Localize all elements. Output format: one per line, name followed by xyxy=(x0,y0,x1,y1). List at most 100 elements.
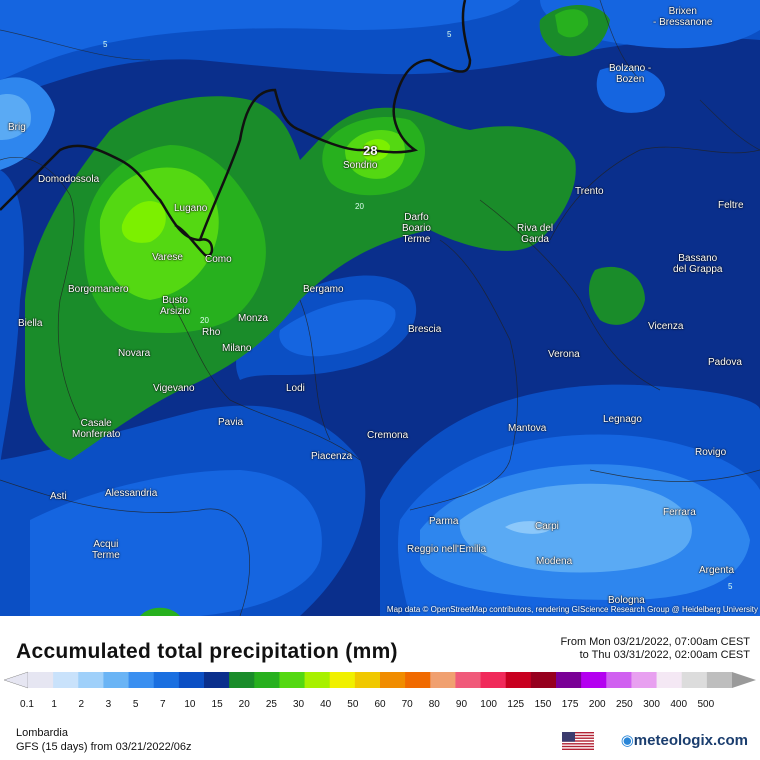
city-label-bergamo: Bergamo xyxy=(303,284,344,295)
city-label-varese: Varese xyxy=(152,252,183,263)
scale-swatch xyxy=(329,672,356,688)
city-label-alessandria: Alessandria xyxy=(105,488,158,499)
scale-swatch xyxy=(480,672,507,688)
scale-swatch xyxy=(53,672,79,688)
scale-tick-label: 175 xyxy=(561,699,579,710)
scale-swatch xyxy=(581,672,607,688)
city-label-vigevano: Vigevano xyxy=(153,383,195,394)
scale-swatch xyxy=(530,672,557,688)
city-label-brixen: Brixen - Bressanone xyxy=(653,6,713,28)
scale-swatch xyxy=(78,672,104,688)
scale-tick-label: 0.1 xyxy=(20,699,34,710)
city-label-feltre: Feltre xyxy=(718,200,744,211)
city-label-vicenza: Vicenza xyxy=(648,321,684,332)
scale-swatch xyxy=(204,672,230,688)
city-label-milano: Milano xyxy=(222,343,252,354)
city-label-cremona: Cremona xyxy=(367,430,409,441)
city-label-acqui-terme: Acqui Terme xyxy=(92,539,120,561)
map-canvas xyxy=(0,0,760,616)
city-label-rho: Rho xyxy=(202,327,221,338)
scale-right-arrow xyxy=(732,672,756,688)
precipitation-map[interactable]: Brig Domodossola Lugano Varese Como Borg… xyxy=(0,0,760,616)
city-label-parma: Parma xyxy=(429,516,459,527)
scale-tick-label: 10 xyxy=(184,699,196,710)
city-label-biella: Biella xyxy=(18,318,43,329)
scale-tick-label: 70 xyxy=(401,699,413,710)
city-label-sondrio: Sondrio xyxy=(343,160,378,171)
city-label-carpi: Carpi xyxy=(535,521,559,532)
scale-tick-label: 250 xyxy=(616,699,633,710)
scale-swatch xyxy=(606,672,632,688)
us-flag-icon[interactable] xyxy=(562,732,594,750)
contour-label: 20 xyxy=(200,316,209,325)
city-label-piacenza: Piacenza xyxy=(311,451,353,462)
city-label-rovigo: Rovigo xyxy=(695,447,727,458)
city-label-mantova: Mantova xyxy=(508,423,547,434)
scale-swatch xyxy=(706,672,733,688)
city-label-legnago: Legnago xyxy=(603,414,642,425)
scale-tick-label: 3 xyxy=(105,699,112,710)
scale-tick-label: 60 xyxy=(374,699,386,710)
brand-logo[interactable]: ◉meteologix.com xyxy=(621,731,748,749)
contour-label: 20 xyxy=(355,202,364,211)
city-label-pavia: Pavia xyxy=(218,417,244,428)
legend-title: Accumulated total precipitation (mm) xyxy=(16,640,398,663)
scale-swatch xyxy=(556,672,582,688)
color-scale xyxy=(3,671,756,689)
legend-period: From Mon 03/21/2022, 07:00am CEST to Thu… xyxy=(560,636,750,662)
scale-swatch xyxy=(505,672,532,688)
city-label-asti: Asti xyxy=(50,491,67,502)
scale-tick-label: 7 xyxy=(159,699,166,710)
scale-swatch xyxy=(254,672,280,688)
scale-tick-label: 80 xyxy=(428,699,440,710)
scale-swatch xyxy=(631,672,658,688)
map-attribution: Map data © OpenStreetMap contributors, r… xyxy=(386,605,758,614)
city-label-brig: Brig xyxy=(8,122,26,133)
scale-tick-label: 500 xyxy=(697,699,715,710)
city-label-argenta: Argenta xyxy=(699,565,735,576)
scale-swatch xyxy=(380,672,406,688)
scale-tick-label: 2 xyxy=(78,699,85,710)
scale-tick-label: 150 xyxy=(534,699,552,710)
city-label-borgomanero: Borgomanero xyxy=(68,284,129,295)
scale-tick-label: 200 xyxy=(588,699,606,710)
city-label-bassano-del-grappa: Bassano del Grappa xyxy=(673,253,723,275)
scale-tick-label: 1 xyxy=(51,699,57,710)
city-label-trento: Trento xyxy=(575,186,604,197)
scale-tick-label: 300 xyxy=(643,699,660,710)
city-label-verona: Verona xyxy=(548,349,580,360)
city-label-brescia: Brescia xyxy=(408,324,442,335)
period-from: From Mon 03/21/2022, 07:00am CEST xyxy=(560,636,750,648)
scale-tick-label: 50 xyxy=(347,699,359,710)
scale-swatch xyxy=(28,672,54,688)
scale-tick-label: 30 xyxy=(292,699,305,710)
scale-tick-label: 20 xyxy=(238,699,250,710)
scale-swatch xyxy=(128,672,155,688)
scale-tick-label: 100 xyxy=(480,699,497,710)
scale-tick-label: 25 xyxy=(265,699,277,710)
city-label-ferrara: Ferrara xyxy=(663,507,696,518)
city-label-bolzano: Bolzano - Bozen xyxy=(609,63,652,85)
city-label-bologna: Bologna xyxy=(608,595,645,606)
city-label-domodossola: Domodossola xyxy=(38,174,100,185)
scale-swatch xyxy=(178,672,205,688)
model-info: GFS (15 days) from 03/21/2022/06z xyxy=(16,741,192,753)
city-label-novara: Novara xyxy=(118,348,151,359)
contour-label: 5 xyxy=(728,582,733,591)
scale-tick-label: 15 xyxy=(211,699,223,710)
city-label-busto-arsizio: Busto Arsizio xyxy=(160,295,191,317)
city-label-darfo-boario-terme: Darfo Boario Terme xyxy=(402,212,431,245)
scale-swatch xyxy=(681,672,708,688)
city-label-monza: Monza xyxy=(238,313,269,324)
city-label-casale-monferrato: Casale Monferrato xyxy=(72,418,121,440)
contour-label: 5 xyxy=(103,40,108,49)
period-to: to Thu 03/31/2022, 02:00am CEST xyxy=(579,649,750,661)
region-name: Lombardia xyxy=(16,727,68,739)
city-label-lodi: Lodi xyxy=(286,383,305,394)
brand-name: meteologix.com xyxy=(633,732,748,749)
scale-swatch xyxy=(430,672,456,688)
scale-left-arrow xyxy=(3,671,29,689)
scale-tick-label: 40 xyxy=(320,699,332,710)
scale-tick-label: 90 xyxy=(455,699,468,710)
contour-label: 5 xyxy=(447,30,452,39)
